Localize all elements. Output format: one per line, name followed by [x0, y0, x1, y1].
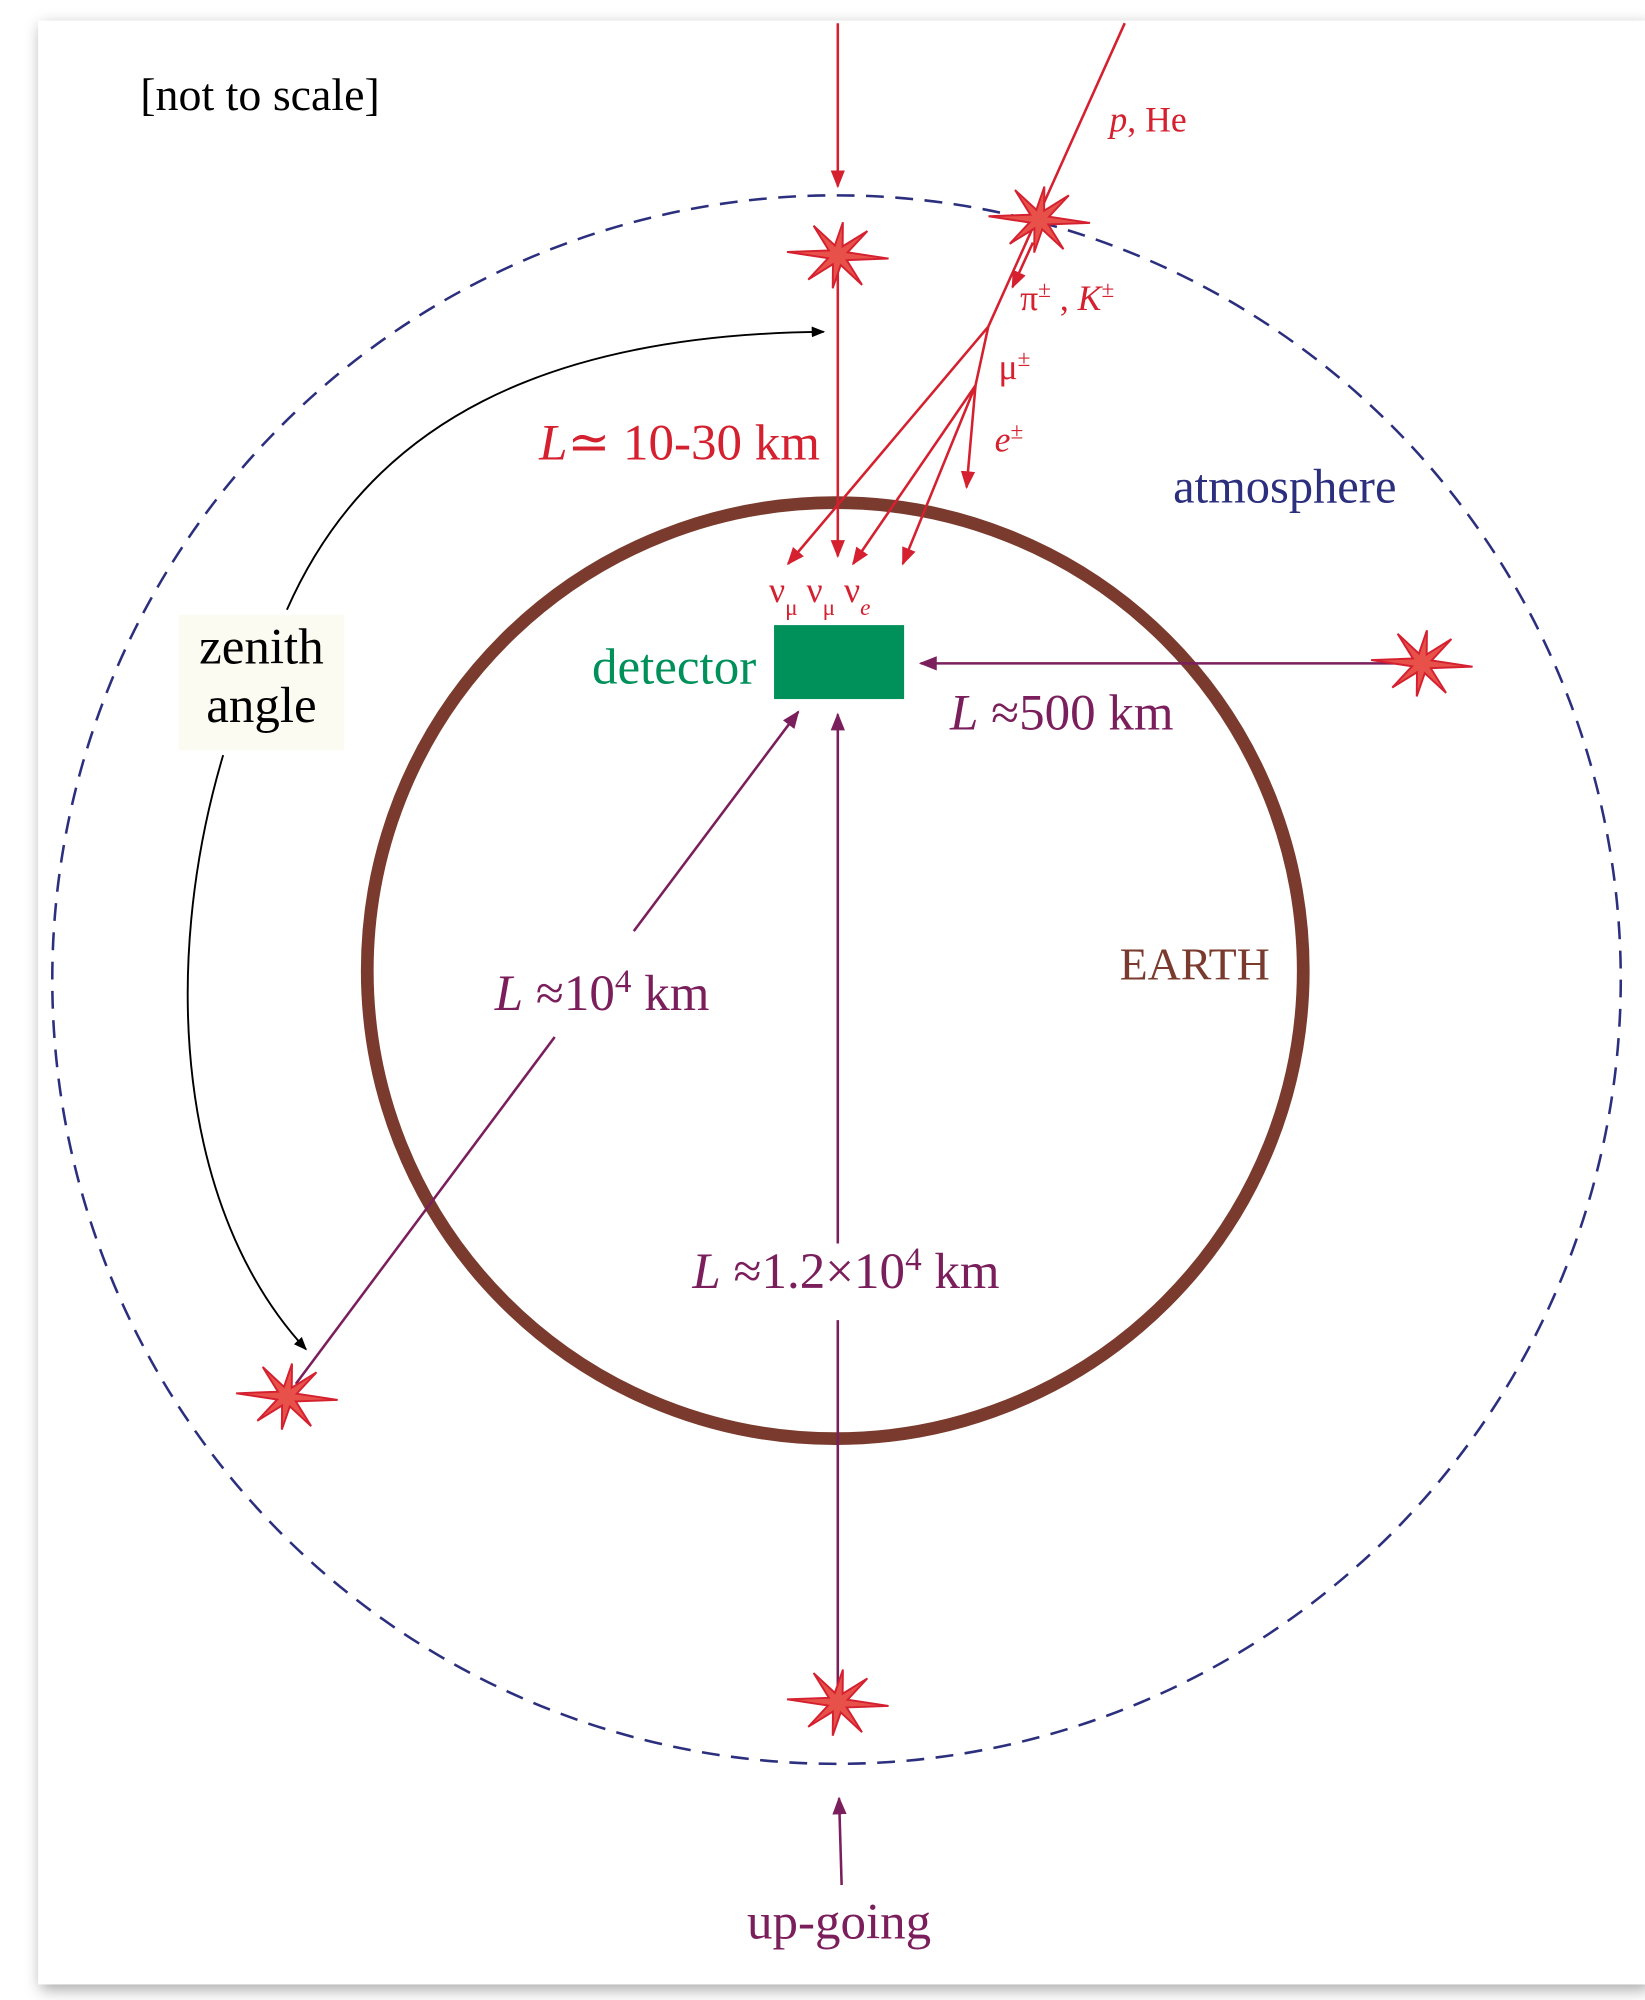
- label-l-diagonal: L ≈104 km: [494, 963, 710, 1023]
- label-part: ≈500 km: [978, 686, 1173, 742]
- label-zenith: zenith: [199, 619, 324, 675]
- label-atmosphere: atmosphere: [1173, 461, 1396, 514]
- label-part: ≈1.2×10: [721, 1244, 905, 1300]
- label-part: e: [860, 595, 870, 621]
- label-up-going: up-going: [747, 1895, 931, 1951]
- label-part: ≃ 10-30 km: [568, 415, 820, 471]
- page: {"labels": { "not_to_scale": {"segments"…: [0, 0, 1645, 2000]
- label-part: L: [494, 966, 523, 1022]
- label-part: ±: [1010, 419, 1023, 445]
- label-part: ν: [835, 570, 860, 610]
- label-part: ,: [1051, 278, 1078, 318]
- label-part: μ: [823, 595, 835, 621]
- label-part: p: [1106, 100, 1127, 140]
- label-angle: angle: [206, 678, 316, 734]
- label-part: ±: [1018, 346, 1031, 372]
- label-part: μ: [998, 347, 1017, 387]
- label-l-horizontal: L ≈500 km: [949, 686, 1174, 742]
- label-l-upgoing: L ≈1.2×104 km: [691, 1241, 999, 1301]
- label-part: detector: [592, 640, 756, 696]
- label-l-atm: L≃ 10-30 km: [538, 415, 820, 471]
- label-part: K: [1077, 278, 1104, 318]
- label-part: 4: [905, 1241, 922, 1278]
- label-part: ν: [769, 570, 785, 610]
- label-part: L: [691, 1244, 720, 1300]
- label-not-to-scale: [not to scale]: [140, 69, 380, 120]
- label-part: L: [949, 686, 978, 742]
- label-part: EARTH: [1120, 939, 1270, 990]
- label-part: 4: [615, 963, 632, 1000]
- label-part: ±: [1101, 277, 1114, 303]
- label-part: π: [1020, 278, 1038, 318]
- label-part: km: [631, 966, 709, 1022]
- label-part: angle: [206, 678, 316, 734]
- diagram: [not to scale]p, Heπ± , K±μ±e±L≃ 10-30 k…: [0, 0, 1645, 2000]
- label-part: e: [995, 420, 1011, 460]
- detector-box: [774, 625, 904, 699]
- label-part: L: [538, 415, 567, 471]
- label-part: μ: [785, 595, 797, 621]
- label-part: ν: [798, 570, 823, 610]
- label-part: ±: [1038, 277, 1051, 303]
- label-part: , He: [1127, 100, 1186, 140]
- label-part: atmosphere: [1173, 461, 1396, 514]
- label-part: [not to scale]: [140, 69, 380, 120]
- label-pi-k: π± , K±: [1020, 277, 1114, 318]
- label-part: km: [922, 1244, 1000, 1300]
- label-detector: detector: [592, 640, 756, 696]
- label-part: ≈10: [523, 966, 615, 1022]
- label-earth: EARTH: [1120, 939, 1270, 990]
- label-part: up-going: [747, 1895, 931, 1951]
- label-primary: p, He: [1106, 100, 1186, 140]
- label-part: zenith: [199, 619, 324, 675]
